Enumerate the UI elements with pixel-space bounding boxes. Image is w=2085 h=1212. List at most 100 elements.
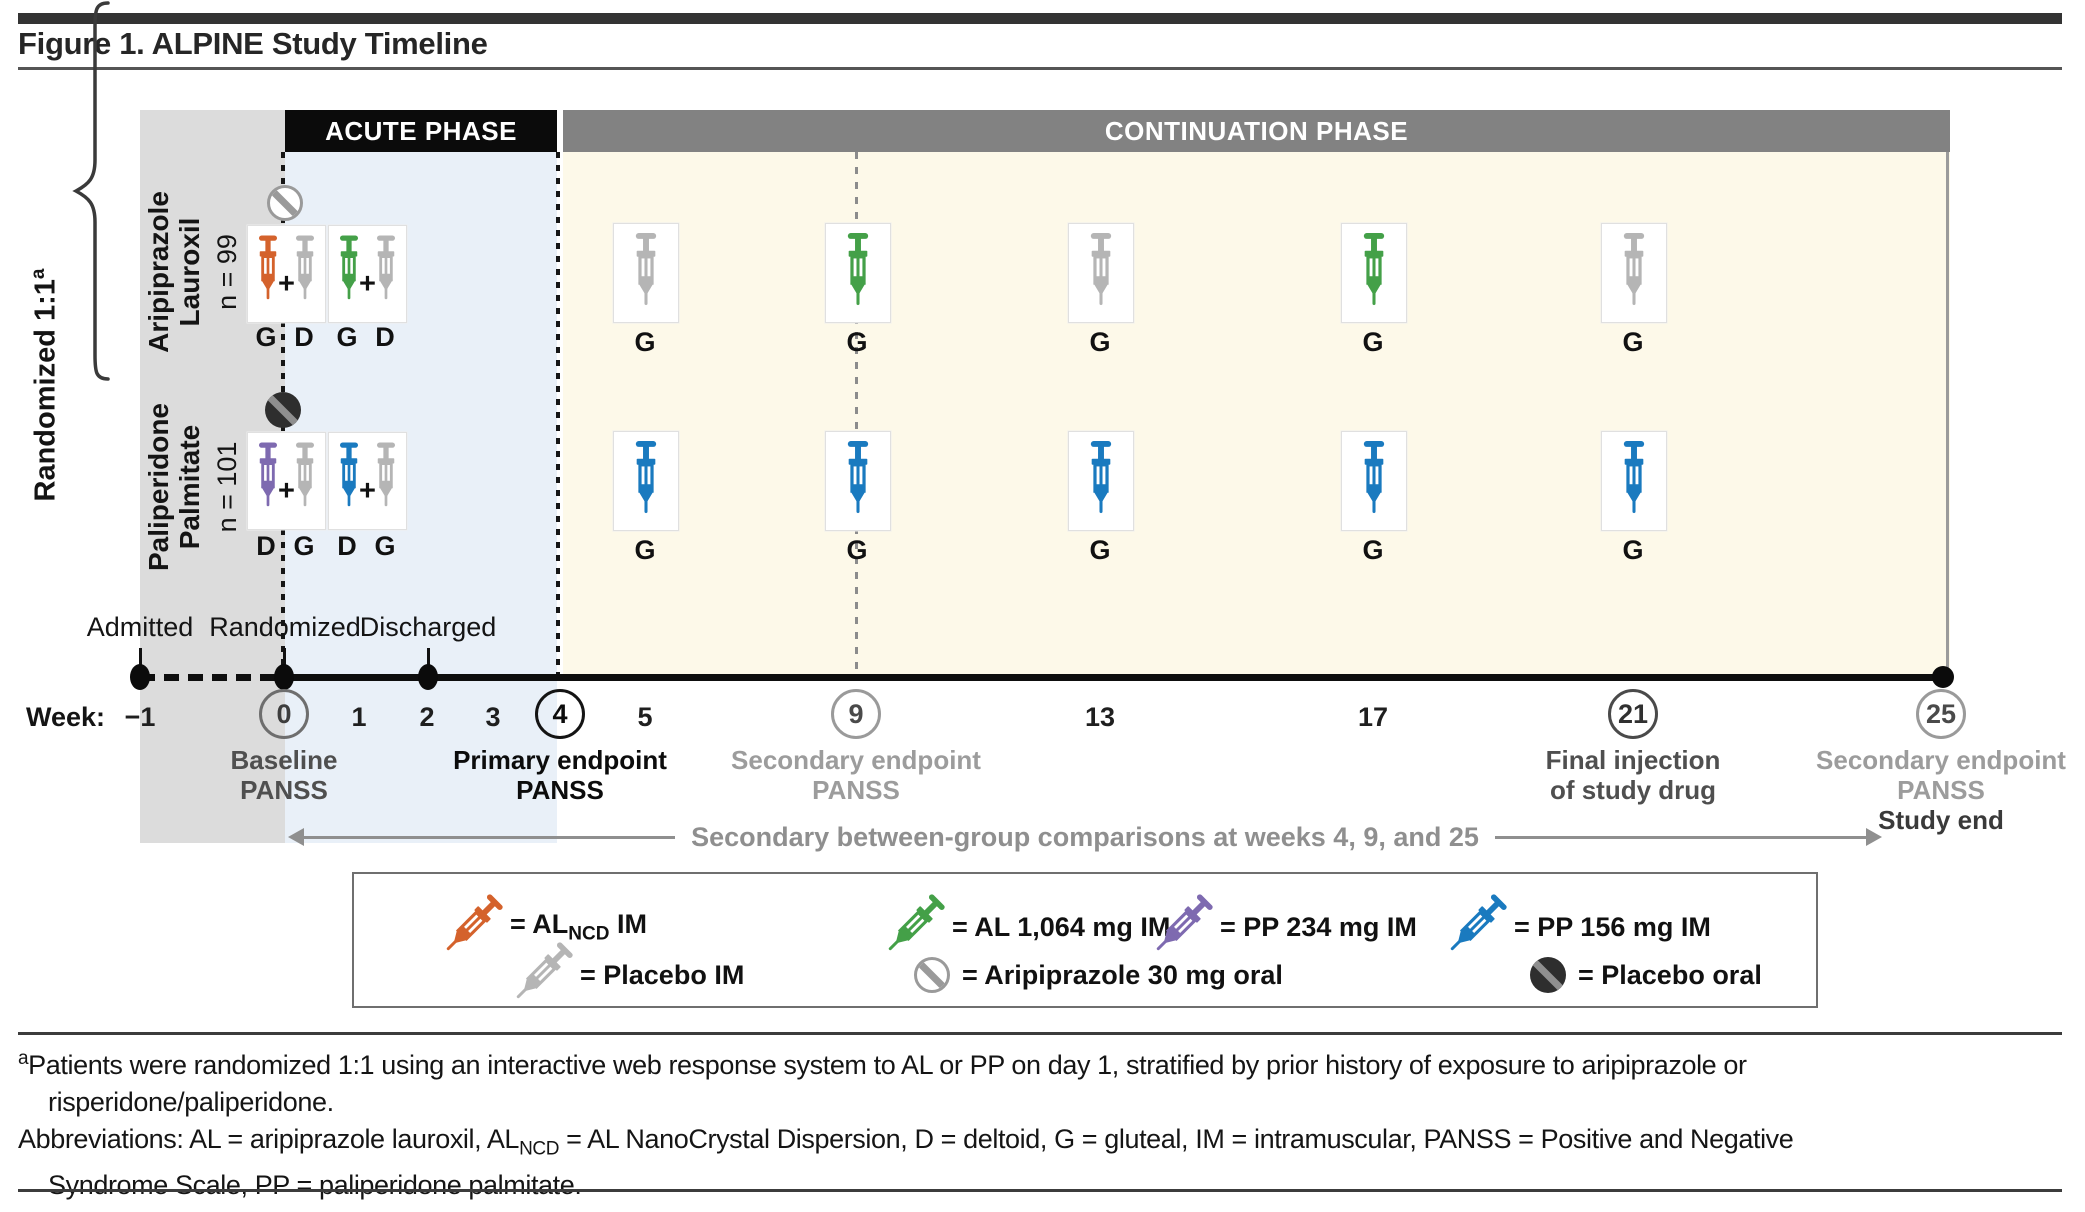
injection-box-arm1-week21 <box>1601 223 1667 323</box>
injection-box-arm1-week13 <box>1068 223 1134 323</box>
legend-label: = PP 234 mg IM <box>1220 911 1417 942</box>
legend-label: = ALNCD IM <box>510 908 647 945</box>
randomized-tick <box>283 648 286 676</box>
site-label: D <box>337 531 357 561</box>
site-label: G <box>336 322 358 352</box>
admitted-dot <box>130 664 150 690</box>
arm2-name-line2: Palmitate <box>174 424 205 550</box>
injection-box-arm2-week21 <box>1601 431 1667 531</box>
injection-box-arm1-day1: + <box>247 225 326 323</box>
week-tick: 2 <box>419 702 435 732</box>
syringe-placebo-icon <box>512 947 568 1003</box>
aripiprazole-oral-icon <box>267 185 303 221</box>
placebo-oral-icon <box>1530 957 1566 993</box>
week-tick-circled-4: 4 <box>535 689 585 739</box>
acute-phase-header: ACUTE PHASE <box>285 110 557 152</box>
endpoint-line: PANSS <box>812 775 900 805</box>
legend-box: = ALNCD IM = AL 1,064 mg IM = PP 234 mg … <box>352 872 1818 1008</box>
legend-item-pp156: = PP 156 mg IM <box>1446 900 1711 954</box>
endpoint-line: of study drug <box>1549 775 1717 805</box>
slash-mark <box>917 960 947 990</box>
randomization-brace <box>72 1 110 381</box>
site-label: G <box>846 535 868 565</box>
event-label-randomized: Randomized <box>209 612 361 642</box>
week-tick-circled-9: 9 <box>831 689 881 739</box>
endpoint-secondary-week9: Secondary endpoint PANSS <box>731 745 981 805</box>
event-label-discharged: Discharged <box>359 612 497 642</box>
injection-box-arm1-day8: + <box>328 225 407 323</box>
endpoint-line: Primary endpoint <box>453 745 667 775</box>
timeline-prerandomization-dashed <box>140 674 285 681</box>
site-label: G <box>1089 327 1111 357</box>
aripiprazole-oral-icon <box>914 957 950 993</box>
site-label: D <box>256 531 276 561</box>
plus-sign: + <box>278 475 295 507</box>
randomized-dot <box>274 664 294 690</box>
legend-item-alncd: = ALNCD IM <box>442 900 647 954</box>
week-tick: 1 <box>351 702 367 732</box>
injection-box-arm1-week5 <box>613 223 679 323</box>
legend-label: = Placebo oral <box>1578 959 1762 990</box>
legend-label: = PP 156 mg IM <box>1514 911 1711 942</box>
arrow-line <box>1494 835 1867 839</box>
abbreviations-line: Abbreviations: AL = aripiprazole lauroxi… <box>18 1124 1794 1160</box>
week-axis-label: Week: <box>26 702 106 732</box>
arm2-name-line1: Paliperidone <box>143 402 174 572</box>
endpoint-line: Secondary endpoint <box>731 745 981 775</box>
week9-dashed-line <box>855 152 858 674</box>
legend-label: = AL 1,064 mg IM <box>952 911 1171 942</box>
injection-box-arm2-week17 <box>1341 431 1407 531</box>
arm2-n-label: n = 101 <box>212 441 242 533</box>
site-label: G <box>1622 535 1644 565</box>
footnote-marker: a <box>18 1048 29 1069</box>
week-tick: 3 <box>485 702 501 732</box>
legend-item-aripiprazole-oral: = Aripiprazole 30 mg oral <box>914 948 1283 1002</box>
syringe-pp156-icon <box>1446 899 1502 955</box>
site-label: G <box>293 531 315 561</box>
syringe-al1064-icon <box>841 233 875 311</box>
footnote-line1: aPatients were randomized 1:1 using an i… <box>18 1048 1747 1080</box>
week-tick-circled-21: 21 <box>1608 689 1658 739</box>
endpoint-baseline: Baseline PANSS <box>231 745 338 805</box>
site-label: G <box>846 327 868 357</box>
syringe-al1064-icon <box>884 899 940 955</box>
top-rule-bar <box>18 13 2062 24</box>
admitted-tick <box>139 648 142 676</box>
arm-label-paliperidone-palmitate: Paliperidone Palmitate n = 101 <box>143 317 247 657</box>
arrow-right-head <box>1866 828 1883 846</box>
arrow-left-head <box>288 828 304 846</box>
syringe-al1064-icon <box>1357 233 1391 311</box>
site-label: G <box>634 535 656 565</box>
endpoint-line: Final injection <box>1545 745 1721 775</box>
study-end-dot <box>1932 666 1954 688</box>
syringe-pp156-icon <box>1084 441 1118 519</box>
injection-box-arm1-week9 <box>825 223 891 323</box>
syringe-placebo-icon <box>1084 233 1118 311</box>
legend-label: = Placebo IM <box>580 959 745 990</box>
footnote-block: aPatients were randomized 1:1 using an i… <box>18 1040 2073 1204</box>
week-tick: 5 <box>637 702 653 732</box>
injection-box-arm1-week17 <box>1341 223 1407 323</box>
endpoint-line: PANSS <box>240 775 328 805</box>
syringe-alncd-icon <box>442 899 498 955</box>
syringe-pp156-icon <box>629 441 663 519</box>
continuation-phase-header: CONTINUATION PHASE <box>563 110 1950 152</box>
injection-box-arm2-week5 <box>613 431 679 531</box>
syringe-pp156-icon <box>1357 441 1391 519</box>
plus-sign: + <box>359 268 376 300</box>
footnote-line2: risperidone/paliperidone. <box>48 1087 334 1117</box>
week-tick-circled-25: 25 <box>1916 689 1966 739</box>
discharged-tick <box>427 648 430 676</box>
week25-border-line <box>1946 152 1949 674</box>
site-label: G <box>1089 535 1111 565</box>
site-label: G <box>1622 327 1644 357</box>
endpoint-line: Baseline <box>230 745 338 775</box>
injection-box-arm2-day8: + <box>328 432 407 530</box>
site-label: G <box>634 327 656 357</box>
week4-dotted-line <box>556 152 560 674</box>
site-label: G <box>255 322 277 352</box>
study-end-label: Study end <box>1878 805 2004 835</box>
footnote-top-rule <box>18 1032 2062 1035</box>
endpoint-line: PANSS <box>516 775 604 805</box>
